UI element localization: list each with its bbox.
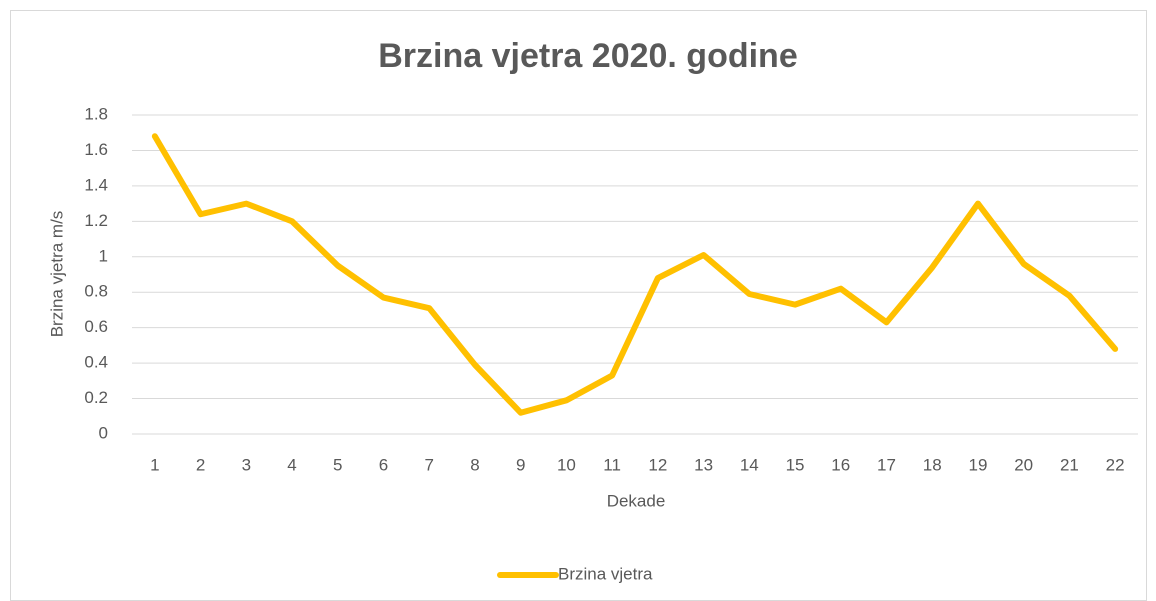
y-tick-label: 1.6: [84, 140, 108, 159]
x-tick-label: 17: [877, 455, 896, 474]
x-tick-label: 12: [648, 455, 667, 474]
x-tick-label: 6: [379, 455, 388, 474]
x-tick-label: 14: [740, 455, 759, 474]
legend-label: Brzina vjetra: [558, 564, 653, 583]
y-tick-label: 0: [99, 423, 108, 442]
x-tick-label: 11: [603, 455, 621, 474]
x-tick-label: 8: [470, 455, 479, 474]
y-axis-title: Brzina vjetra m/s: [47, 211, 66, 338]
x-tick-label: 13: [694, 455, 713, 474]
x-tick-label: 19: [968, 455, 987, 474]
x-tick-label: 16: [831, 455, 850, 474]
x-tick-label: 10: [557, 455, 576, 474]
y-tick-label: 1.4: [84, 175, 108, 194]
y-tick-label: 0.8: [84, 282, 108, 301]
x-tick-label: 20: [1014, 455, 1033, 474]
x-tick-label: 18: [923, 455, 942, 474]
x-tick-label: 9: [516, 455, 525, 474]
x-tick-label: 22: [1106, 455, 1125, 474]
x-tick-label: 21: [1060, 455, 1079, 474]
x-tick-label: 1: [150, 455, 159, 474]
y-tick-label: 1.8: [84, 104, 108, 123]
x-tick-label: 15: [786, 455, 805, 474]
y-tick-label: 1: [99, 246, 108, 265]
x-tick-label: 3: [242, 455, 251, 474]
x-tick-label: 5: [333, 455, 342, 474]
x-tick-label: 4: [287, 455, 296, 474]
x-axis-title: Dekade: [607, 491, 666, 510]
chart-title: Brzina vjetra 2020. godine: [378, 37, 798, 75]
x-tick-label: 7: [424, 455, 433, 474]
y-tick-label: 0.2: [84, 388, 108, 407]
line-series: [151, 133, 1119, 416]
y-tick-label: 1.2: [84, 211, 108, 230]
y-tick-label: 0.4: [84, 353, 108, 372]
y-tick-label: 0.6: [84, 317, 108, 336]
x-tick-label: 2: [196, 455, 205, 474]
chart-border: [10, 10, 1147, 601]
